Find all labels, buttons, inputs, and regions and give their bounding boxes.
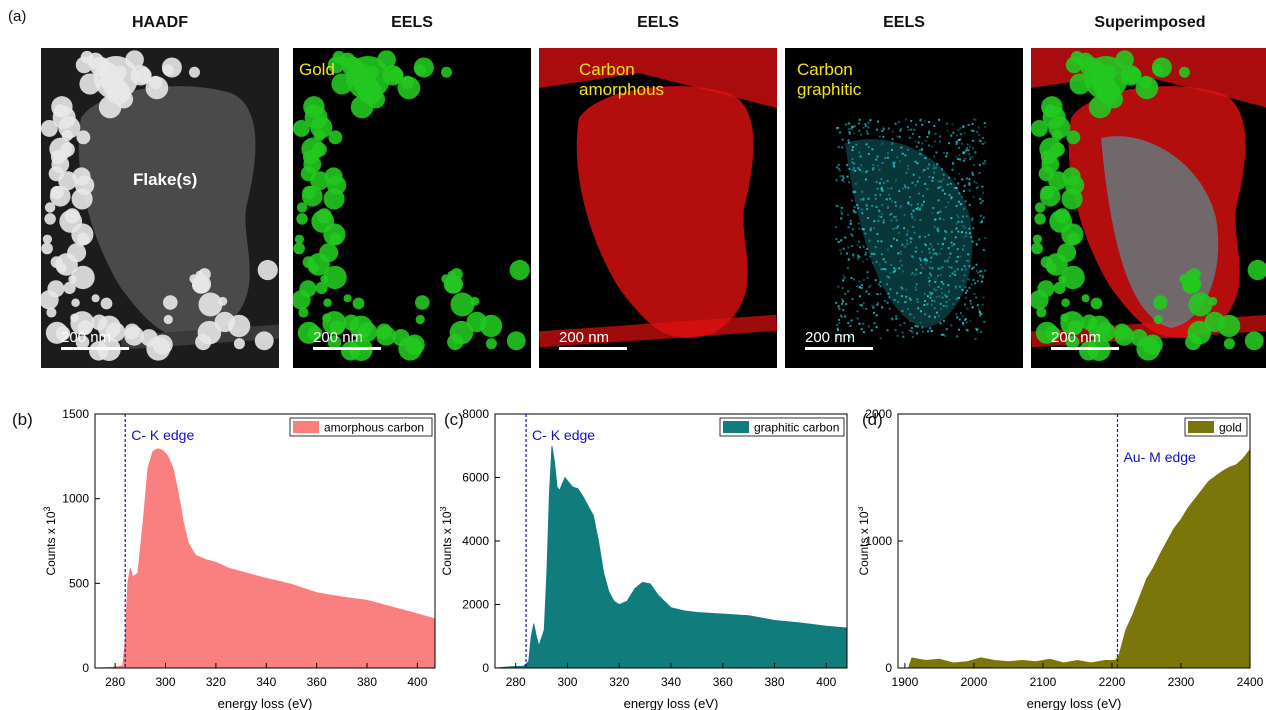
eels-gold-map: Gold 200 nm bbox=[293, 48, 531, 368]
amorphous-carbon-label: Carbon amorphous bbox=[579, 60, 665, 99]
y-tick-label: 6000 bbox=[462, 471, 489, 485]
superimposed-map: 200 nm bbox=[1031, 48, 1266, 368]
legend-box bbox=[719, 417, 845, 437]
y-axis-label: Counts x 103 bbox=[858, 506, 871, 575]
x-axis-label: energy loss (eV) bbox=[1027, 696, 1122, 710]
x-tick-label: 2400 bbox=[1237, 675, 1264, 689]
y-tick-label: 0 bbox=[82, 661, 89, 675]
x-tick-label: 400 bbox=[407, 675, 427, 689]
map-title-haadf: HAADF bbox=[132, 14, 188, 31]
y-tick-label: 0 bbox=[885, 661, 892, 675]
y-axis-label: Counts x 103 bbox=[42, 506, 58, 575]
legend-label: gold bbox=[1219, 421, 1242, 435]
scale-bar: 200 nm bbox=[805, 329, 873, 350]
x-tick-label: 400 bbox=[816, 675, 836, 689]
x-tick-label: 2100 bbox=[1030, 675, 1057, 689]
x-tick-label: 280 bbox=[105, 675, 125, 689]
edge-label: C- K edge bbox=[131, 427, 194, 443]
graphitic-carbon-flake bbox=[845, 139, 973, 328]
legend-swatch bbox=[723, 421, 749, 433]
x-tick-label: 280 bbox=[506, 675, 526, 689]
x-tick-label: 360 bbox=[713, 675, 733, 689]
y-tick-label: 500 bbox=[69, 576, 89, 590]
x-tick-label: 380 bbox=[357, 675, 377, 689]
amorphous-carbon-region bbox=[539, 48, 777, 108]
y-tick-label: 4000 bbox=[462, 534, 489, 548]
x-tick-label: 300 bbox=[557, 675, 577, 689]
x-tick-label: 320 bbox=[206, 675, 226, 689]
gold-particles-overlay bbox=[1031, 50, 1266, 361]
y-tick-label: 0 bbox=[482, 661, 489, 675]
x-tick-label: 2200 bbox=[1099, 675, 1126, 689]
panel-d-label: (d) bbox=[862, 410, 883, 429]
edge-label: Au- M edge bbox=[1123, 449, 1196, 465]
map-title-superimposed: Superimposed bbox=[1094, 14, 1206, 31]
y-axis-label: Counts x 103 bbox=[440, 506, 454, 575]
scale-bar: 200 nm bbox=[313, 329, 381, 350]
series-gold bbox=[907, 448, 1251, 669]
x-tick-label: 300 bbox=[156, 675, 176, 689]
x-tick-label: 380 bbox=[765, 675, 785, 689]
graphitic-carbon-label: Carbon graphitic bbox=[797, 60, 862, 99]
legend-box bbox=[289, 417, 433, 437]
gold-particles bbox=[293, 50, 530, 361]
x-axis-label: energy loss (eV) bbox=[218, 696, 313, 710]
amorphous-carbon-flake bbox=[1068, 86, 1246, 338]
graphitic-carbon-region bbox=[835, 118, 987, 340]
chart-d-gold: Au- M edge 1900 2000 2100 2200 2300 2400 0 1000 2… bbox=[858, 407, 1264, 710]
x-tick-label: 2000 bbox=[961, 675, 988, 689]
edge-label: C- K edge bbox=[532, 427, 595, 443]
map-title-eels-amorphous: EELS bbox=[637, 14, 679, 31]
eels-graphitic-carbon-map: Carbon graphitic 200 nm bbox=[785, 48, 1023, 368]
series-amorphous-carbon bbox=[94, 448, 436, 669]
map-background bbox=[785, 48, 1023, 368]
x-tick-label: 360 bbox=[307, 675, 327, 689]
amorphous-carbon-film bbox=[539, 314, 777, 348]
amorphous-carbon-flake bbox=[576, 86, 754, 338]
panel-a-label: (a) bbox=[8, 8, 27, 25]
y-tick-label: 1000 bbox=[865, 534, 892, 548]
y-tick-label: 8000 bbox=[462, 407, 489, 421]
haadf-image: Flake(s) 200 nm bbox=[41, 48, 279, 368]
plot-frame bbox=[94, 413, 436, 669]
y-tick-label: 1500 bbox=[62, 407, 89, 421]
y-tick-label: 2000 bbox=[865, 407, 892, 421]
series-graphitic-carbon bbox=[494, 445, 848, 669]
x-tick-label: 1900 bbox=[892, 675, 919, 689]
scale-bar: 200 nm bbox=[1051, 329, 1119, 350]
panel-c-label: (c) bbox=[444, 410, 464, 429]
gold-particles bbox=[41, 50, 278, 361]
gold-label: Gold bbox=[299, 60, 335, 79]
legend-swatch bbox=[1188, 421, 1214, 433]
chart-b-amorphous-carbon: C- K edge 280 300 320 340 360 380 400 0 500 1000 15… bbox=[42, 407, 436, 710]
eels-amorphous-carbon-map: Carbon amorphous 200 nm bbox=[539, 48, 777, 368]
legend-label: amorphous carbon bbox=[324, 421, 424, 435]
legend-swatch bbox=[293, 421, 319, 433]
x-axis-label: energy loss (eV) bbox=[624, 696, 719, 710]
panel-b-label: (b) bbox=[12, 410, 33, 429]
x-tick-label: 320 bbox=[609, 675, 629, 689]
flake-shape bbox=[78, 86, 256, 338]
map-title-eels-graphitic: EELS bbox=[883, 14, 925, 31]
x-tick-label: 340 bbox=[661, 675, 681, 689]
scale-bar: 200 nm bbox=[559, 329, 627, 350]
x-tick-label: 2300 bbox=[1168, 675, 1195, 689]
y-tick-label: 1000 bbox=[62, 492, 89, 506]
legend-label: graphitic carbon bbox=[754, 421, 839, 435]
flake-label: Flake(s) bbox=[133, 170, 198, 189]
y-tick-label: 2000 bbox=[462, 598, 489, 612]
x-tick-label: 340 bbox=[256, 675, 276, 689]
scale-bar: 200 nm bbox=[61, 329, 129, 350]
map-title-eels-gold: EELS bbox=[391, 14, 433, 31]
